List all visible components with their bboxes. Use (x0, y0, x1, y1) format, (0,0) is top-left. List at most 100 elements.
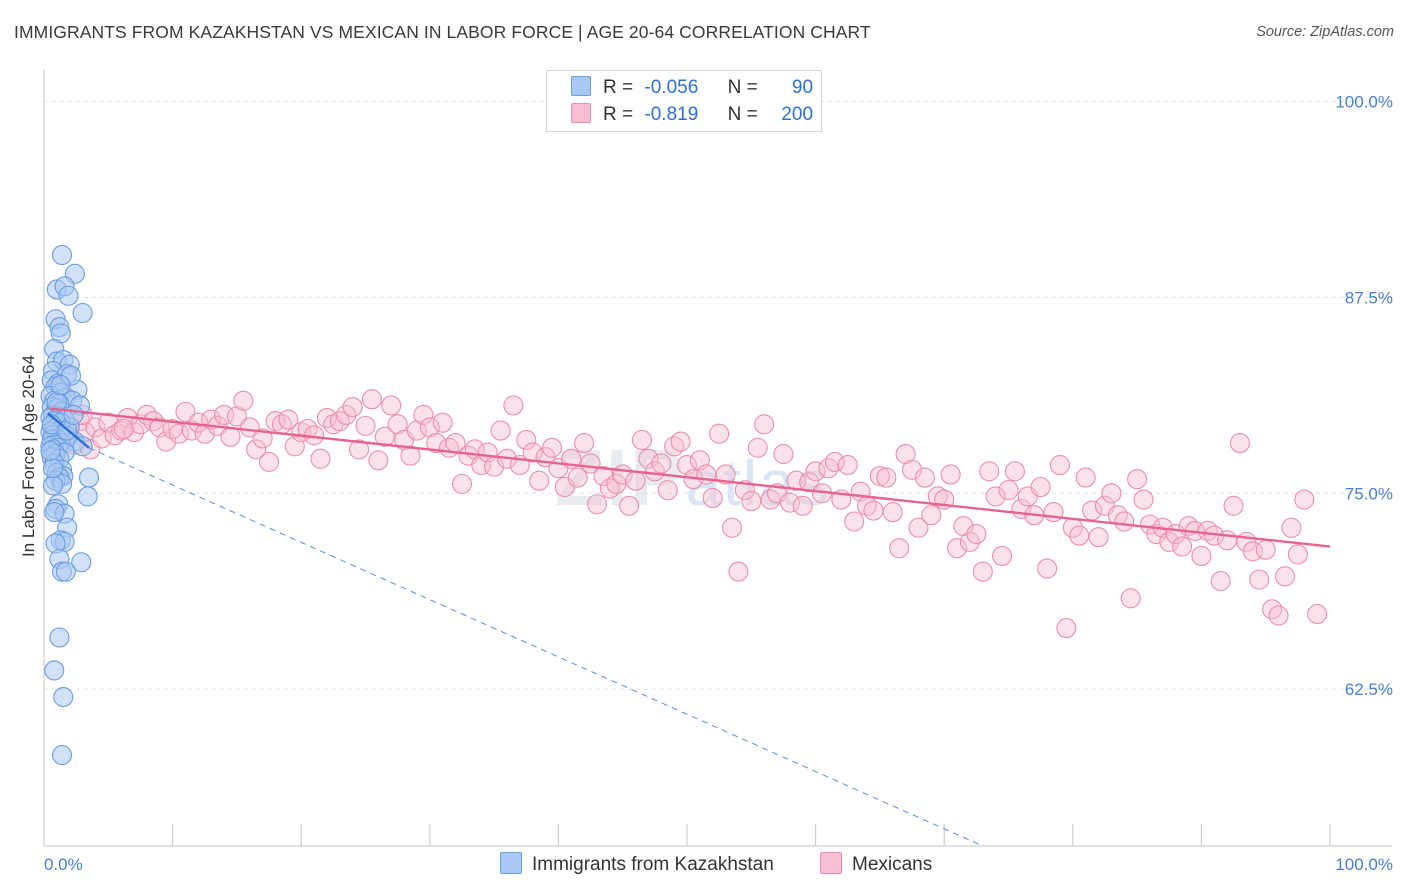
kazakhstan-point (44, 660, 65, 681)
mexican-point (1287, 544, 1308, 565)
mexican-point (342, 397, 363, 418)
mexican-point (1043, 502, 1064, 523)
kazakhstan-point (77, 486, 98, 507)
y-tick-label: 100.0% (1335, 92, 1393, 111)
mexican-point (1088, 527, 1109, 548)
mexican-point (1223, 495, 1244, 516)
kazakhstan-point (71, 552, 92, 573)
mexican-point (85, 417, 106, 438)
mexican-point (921, 505, 942, 526)
mexican-point (336, 404, 357, 425)
mexican-point (844, 511, 865, 532)
mexican-point (213, 404, 235, 425)
mexican-point (310, 448, 331, 469)
mexican-point (419, 417, 440, 438)
mexican-point (1159, 531, 1180, 552)
chart-title: IMMIGRANTS FROM KAZAKHSTAN VS MEXICAN IN… (14, 22, 871, 42)
series-swatch-mexicans (820, 852, 842, 874)
mexican-point (619, 495, 640, 516)
kazakhstan-trend-extension (88, 447, 983, 847)
mexican-point (91, 428, 112, 449)
series-swatch-kazakhstan (500, 852, 522, 874)
y-tick-label: 62.5% (1345, 680, 1393, 699)
mexican-point (246, 439, 267, 460)
legend-r-value: -0.819 (644, 104, 699, 125)
legend-swatch-kazakhstan (571, 76, 591, 96)
mexican-point (220, 426, 241, 447)
legend-swatch-mexicans (571, 103, 591, 123)
mexican-point (451, 473, 473, 494)
mexican-point (651, 453, 672, 474)
legend-row-mexicans: R = -0.819 N = 200 (571, 103, 813, 127)
mexican-trend-line (50, 407, 1331, 548)
mexican-point (258, 451, 280, 472)
mexican-point (824, 451, 845, 472)
mexican-point (1229, 433, 1251, 454)
mexican-point (754, 414, 775, 435)
mexican-point (233, 390, 254, 411)
kazakhstan-point (55, 561, 76, 582)
mexican-point (574, 433, 595, 454)
mexican-point (779, 492, 800, 513)
mexican-point (908, 517, 929, 538)
mexican-point (799, 472, 820, 493)
kazakhstan-trend-line (47, 412, 90, 449)
kazakhstan-point (51, 244, 73, 266)
kazakhstan-point (44, 502, 65, 523)
mexican-point (368, 450, 389, 471)
mexican-point (869, 465, 890, 487)
mexican-point (631, 429, 653, 451)
mexican-point (413, 404, 434, 425)
mexican-point (239, 417, 260, 438)
kazakhstan-point (50, 375, 71, 396)
y-tick-label: 87.5% (1345, 288, 1393, 307)
mexican-point (709, 423, 730, 444)
mexican-point (901, 459, 923, 480)
mexican-point (979, 461, 1000, 482)
mexican-point (181, 420, 202, 441)
kazakhstan-point (42, 458, 64, 479)
mexican-point (914, 467, 935, 488)
mexican-point (773, 444, 794, 465)
mexican-point (381, 395, 402, 416)
mexican-point (113, 418, 134, 440)
mexican-point (1242, 541, 1263, 562)
mexican-point (586, 494, 608, 515)
series-label-kazakhstan: Immigrants from Kazakhstan (532, 854, 774, 875)
mexican-point (953, 516, 974, 537)
mexican-point (721, 517, 743, 538)
kazakhstan-point (42, 475, 64, 496)
mexican-point (387, 414, 408, 435)
mexican-point (1210, 571, 1231, 592)
mexican-point (657, 480, 678, 501)
mexican-point (252, 428, 273, 449)
mexican-point (1255, 539, 1276, 560)
mexican-point (863, 500, 884, 521)
mexican-point (1101, 483, 1122, 504)
mexican-point (567, 467, 588, 488)
mexican-point (1268, 605, 1289, 626)
mexican-point (1069, 525, 1090, 546)
mexican-point (702, 487, 723, 509)
mexican-point (374, 426, 395, 447)
mexican-point (728, 561, 749, 582)
y-axis-label: In Labor Force | Age 20-64 (19, 355, 38, 557)
mexican-point (432, 412, 453, 433)
mexican-point (985, 486, 1006, 507)
mexican-point (1127, 469, 1148, 490)
mexican-point (1004, 461, 1025, 482)
mexican-point (156, 431, 177, 452)
series-label-mexicans: Mexicans (852, 854, 933, 875)
mexican-point (998, 480, 1019, 501)
mexican-point (747, 437, 768, 458)
kazakhstan-point (40, 440, 61, 461)
mexican-point (805, 461, 826, 482)
kazakhstan-point (49, 627, 70, 648)
mexican-point (226, 406, 247, 427)
mexican-point (882, 502, 903, 523)
mexican-point (98, 412, 119, 433)
legend-r-value: -0.056 (644, 77, 699, 98)
mexican-point (889, 538, 910, 559)
mexican-point (734, 480, 755, 501)
